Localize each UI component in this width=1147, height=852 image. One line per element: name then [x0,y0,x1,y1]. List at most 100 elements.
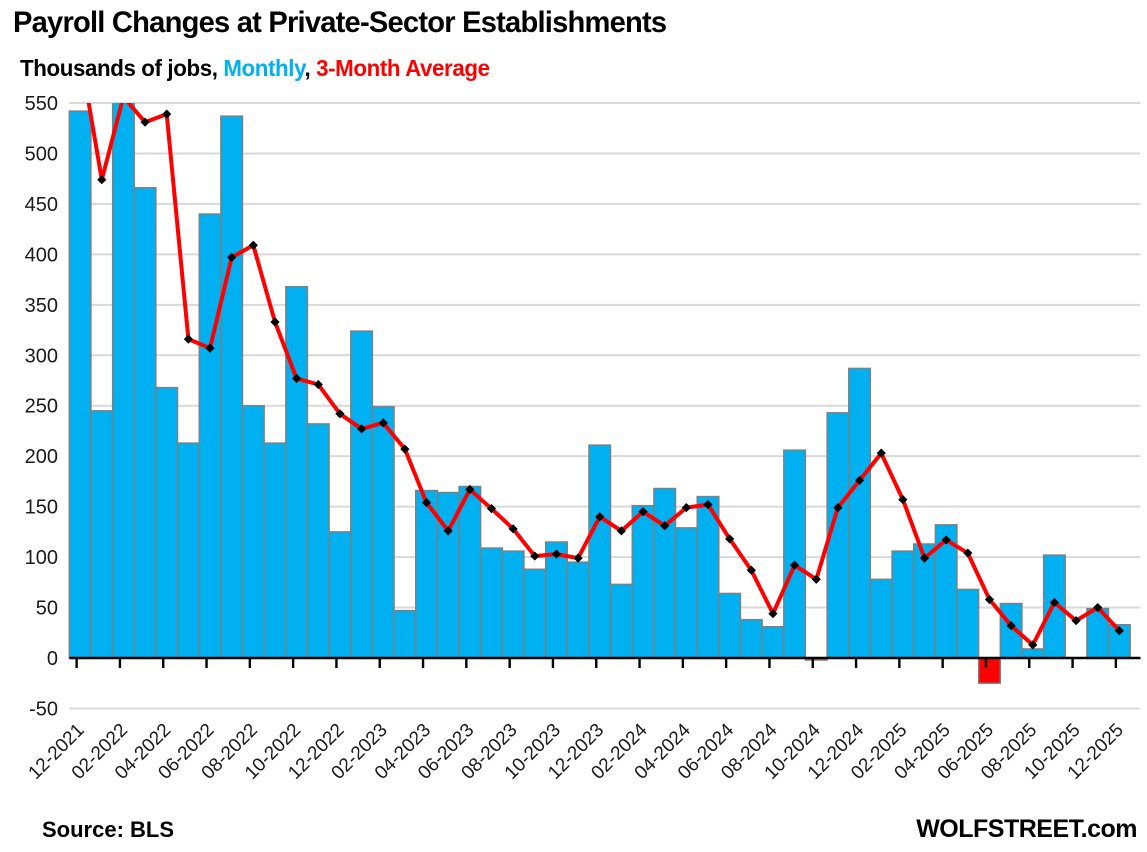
chart-subtitle: Thousands of jobs, Monthly, 3-Month Aver… [20,55,490,82]
bar-08-2024 [761,626,785,659]
avg3-marker-02-2024 [638,507,648,517]
x-axis-labels: 12-202102-202204-202206-202208-202210-20… [25,719,1128,783]
source-note: Source: BLS [42,817,175,842]
avg3-marker-12-2025 [1114,626,1124,636]
avg3-marker-07-2022 [227,252,237,262]
bar-11-2023 [566,561,590,659]
bar-07-2023 [479,547,504,659]
avg3-marker-08-2025 [1028,640,1038,650]
avg3-marker-02-2025 [898,494,908,505]
bar-03-2023 [393,609,417,659]
avg3-marker-04-2025 [941,535,951,545]
bar-05-2022 [176,442,200,659]
bar-01-2022 [90,410,114,659]
avg3-marker-12-2024 [854,475,865,486]
avg3-marker-11-2025 [1093,602,1103,613]
avg3-marker-12-2023 [595,512,605,522]
avg3-marker-07-2025 [1006,621,1016,631]
y-tick-label: 200 [25,446,58,468]
avg3-marker-06-2023 [465,484,475,495]
avg3-marker-05-2023 [443,526,453,536]
avg3-marker-09-2024 [790,560,800,570]
y-tick-label: 500 [25,143,58,165]
avg3-marker-01-2025 [876,448,886,458]
avg3-marker-01-2022 [97,175,107,185]
bar-12-2021 [68,110,92,659]
avg3-marker-12-2022 [335,409,345,419]
bar-02-2023 [371,406,395,659]
avg3-marker-02-2022 [119,92,128,101]
bar-04-2022 [155,386,179,659]
avg3-marker-11-2022 [313,379,323,390]
monthly-bars [68,103,1131,684]
bar-04-2024 [674,527,698,659]
bar-12-2023 [588,444,612,659]
bar-12-2024 [848,367,872,659]
y-tick-label: 250 [25,396,58,418]
bar-06-2024 [718,592,742,659]
y-tick-label: 450 [25,194,58,216]
avg3-line [86,92,1124,650]
avg3-marker-06-2022 [205,343,215,353]
avg3-marker-09-2023 [530,551,540,561]
avg3-marker-03-2024 [660,521,670,531]
avg3-marker-04-2024 [681,503,691,513]
bar-10-2022 [285,285,309,659]
bar-07-2024 [739,618,763,659]
y-tick-label: 0 [47,648,58,670]
avg3-marker-04-2023 [421,498,432,508]
subtitle-units: Thousands of jobs, [20,55,224,81]
avg3-marker-03-2022 [140,117,150,127]
legend-monthly: Monthly [223,55,305,81]
avg3-marker-05-2024 [703,500,713,510]
avg3-marker-10-2025 [1071,616,1081,626]
avg3-marker-05-2022 [183,334,193,344]
avg3-marker-04-2022 [162,109,172,119]
avg3-marker-07-2023 [486,504,497,514]
bar-11-2022 [306,423,330,659]
y-tick-label: 350 [25,295,58,317]
bar-09-2024 [783,449,807,659]
bar-01-2023 [350,330,374,659]
avg3-marker-09-2025 [1049,597,1060,608]
bar-12-2022 [328,531,352,659]
avg3-marker-11-2023 [573,553,583,563]
bar-06-2023 [458,485,482,659]
avg3-marker-10-2022 [292,373,302,384]
bar-08-2023 [501,550,525,659]
y-tick-label: 300 [25,345,58,367]
bar-09-2022 [263,442,287,659]
bar-05-2024 [696,495,720,659]
bar-03-2024 [653,487,677,659]
bar-08-2025 [1021,648,1045,659]
bar-07-2022 [220,115,244,659]
x-axis-ticks [75,658,1118,668]
bar-08-2022 [241,405,265,659]
bar-01-2024 [609,583,633,659]
avg3-marker-10-2024 [811,574,821,584]
bar-02-2025 [891,550,915,659]
bar-10-2023 [544,541,568,659]
bar-02-2022 [111,103,135,659]
watermark: WOLFSTREET.com [916,815,1137,843]
avg3-marker-06-2024 [725,534,735,544]
bar-03-2022 [133,187,157,659]
bar-06-2025 [977,657,1001,684]
avg3-marker-06-2025 [984,594,995,605]
bar-01-2025 [869,578,893,659]
y-tick-label: 50 [36,598,58,620]
y-tick-label: 150 [25,497,58,519]
avg3-marker-03-2025 [919,553,930,563]
bar-05-2025 [956,588,980,659]
legend-average: 3-Month Average [316,55,490,81]
avg3-marker-02-2023 [378,418,388,428]
subtitle-comma: , [304,55,317,81]
bar-09-2023 [523,568,547,659]
avg3-marker-11-2024 [833,503,843,513]
avg3-marker-01-2024 [616,526,627,536]
avg3-marker-01-2023 [356,424,367,434]
chart-title: Payroll Changes at Private-Sector Establ… [13,6,667,39]
